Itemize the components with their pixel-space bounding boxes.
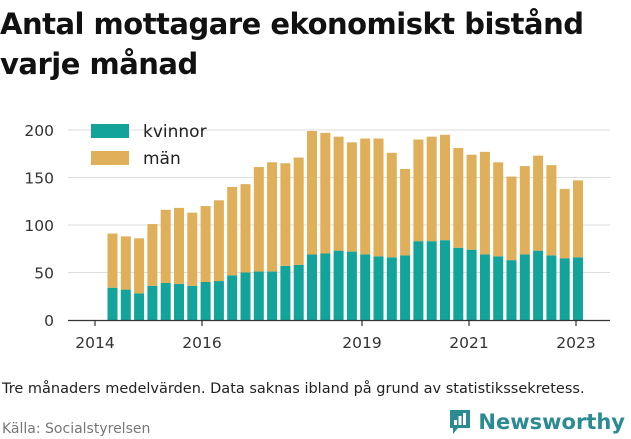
bar-man (253, 167, 264, 272)
bar-kvinnor (386, 257, 397, 320)
bar-man (107, 233, 118, 288)
bar-kvinnor (227, 275, 238, 320)
bar-kvinnor (333, 250, 344, 320)
bar-kvinnor (453, 247, 464, 320)
bar-man (360, 138, 371, 255)
bar-kvinnor (573, 257, 583, 320)
bar-man (320, 132, 331, 254)
bar-man (293, 157, 304, 265)
y-tick-label: 100 (24, 217, 54, 235)
bar-kvinnor (519, 254, 530, 320)
bar-kvinnor (426, 241, 437, 320)
bar-man (227, 187, 238, 276)
legend-label: kvinnor (143, 122, 207, 142)
bars (107, 130, 583, 320)
bar-man (546, 165, 557, 256)
bar-kvinnor (479, 254, 490, 320)
bar-man (346, 142, 357, 252)
bar-kvinnor (546, 255, 557, 320)
x-axis: 2014 2016 2019 2021 2023 (68, 319, 610, 352)
bar-man (134, 238, 145, 294)
bar-man (147, 224, 158, 286)
bar-kvinnor (200, 282, 211, 320)
bar-man (174, 207, 184, 284)
bar-man (440, 134, 450, 241)
y-tick-label: 0 (44, 312, 54, 330)
chart-title: Antal mottagare ekonomiskt bistånd varje… (0, 4, 631, 84)
bar-man (200, 206, 211, 282)
bar-man (307, 130, 317, 255)
bar-kvinnor (346, 251, 357, 320)
x-tick-label: 2014 (75, 334, 114, 352)
bar-man (493, 162, 504, 257)
bar-chart: 0 50 100 150 200 2014 2016 2019 2021 2023 kvinno… (24, 122, 610, 352)
bar-kvinnor (466, 249, 477, 320)
bar-kvinnor (267, 271, 278, 320)
bar-kvinnor (134, 293, 145, 320)
bar-man (533, 155, 544, 251)
bar-kvinnor (413, 241, 424, 320)
bar-kvinnor (493, 256, 504, 320)
x-tick-label: 2019 (342, 334, 381, 352)
brand-logo: Newsworthy (448, 407, 625, 437)
bar-man (573, 180, 583, 258)
bar-kvinnor (213, 281, 224, 320)
bar-kvinnor (320, 253, 331, 320)
bar-kvinnor (307, 254, 317, 320)
x-tick-label: 2023 (556, 334, 595, 352)
bar-man (187, 212, 198, 286)
y-tick-label: 200 (24, 122, 54, 140)
bar-kvinnor (280, 265, 291, 320)
bar-kvinnor (373, 256, 384, 320)
bar-man (333, 136, 344, 251)
legend: kvinnor män (91, 122, 207, 169)
bar-kvinnor (107, 287, 118, 320)
legend-label: män (143, 149, 181, 169)
x-tick-label: 2021 (449, 334, 488, 352)
bar-kvinnor (293, 264, 304, 320)
bar-man (453, 148, 464, 248)
bar-kvinnor (174, 283, 184, 320)
bar-man (386, 152, 397, 258)
bar-man (120, 236, 131, 290)
bar-kvinnor (253, 271, 264, 320)
bar-man (160, 209, 171, 283)
bar-kvinnor (400, 255, 411, 320)
chart-note: Tre månaders medelvärden. Data saknas ib… (2, 381, 585, 397)
bar-kvinnor (440, 240, 450, 320)
bar-man (479, 151, 490, 255)
bar-man (400, 168, 411, 256)
bar-kvinnor (360, 254, 371, 320)
brand-name: Newsworthy (478, 410, 625, 434)
legend-swatch (91, 124, 129, 138)
bar-kvinnor (120, 289, 131, 320)
bar-man (466, 154, 477, 250)
bar-kvinnor (187, 285, 198, 320)
bar-kvinnor (147, 285, 158, 320)
bar-kvinnor (533, 250, 544, 320)
bar-man (240, 184, 251, 273)
x-tick-label: 2016 (182, 334, 221, 352)
chart-title-line2: varje månad (0, 47, 198, 81)
y-axis-labels: 0 50 100 150 200 (24, 122, 54, 330)
bar-kvinnor (160, 282, 171, 320)
bar-kvinnor (240, 272, 251, 320)
bar-man (426, 136, 437, 242)
bar-man (559, 188, 570, 259)
bar-man (267, 162, 278, 272)
y-tick-label: 50 (34, 265, 54, 283)
legend-swatch (91, 151, 129, 165)
chart-title-line1: Antal mottagare ekonomiskt bistånd (0, 7, 584, 41)
bar-man (519, 166, 530, 255)
bar-man (506, 176, 517, 261)
newsworthy-logo-icon (450, 410, 471, 434)
bar-man (280, 163, 291, 266)
y-tick-label: 150 (24, 170, 54, 188)
bar-kvinnor (559, 258, 570, 320)
bar-man (373, 138, 384, 257)
bar-man (413, 139, 424, 242)
bar-man (213, 200, 224, 282)
source-label: Källa: Socialstyrelsen (2, 421, 151, 437)
bar-kvinnor (506, 260, 517, 320)
